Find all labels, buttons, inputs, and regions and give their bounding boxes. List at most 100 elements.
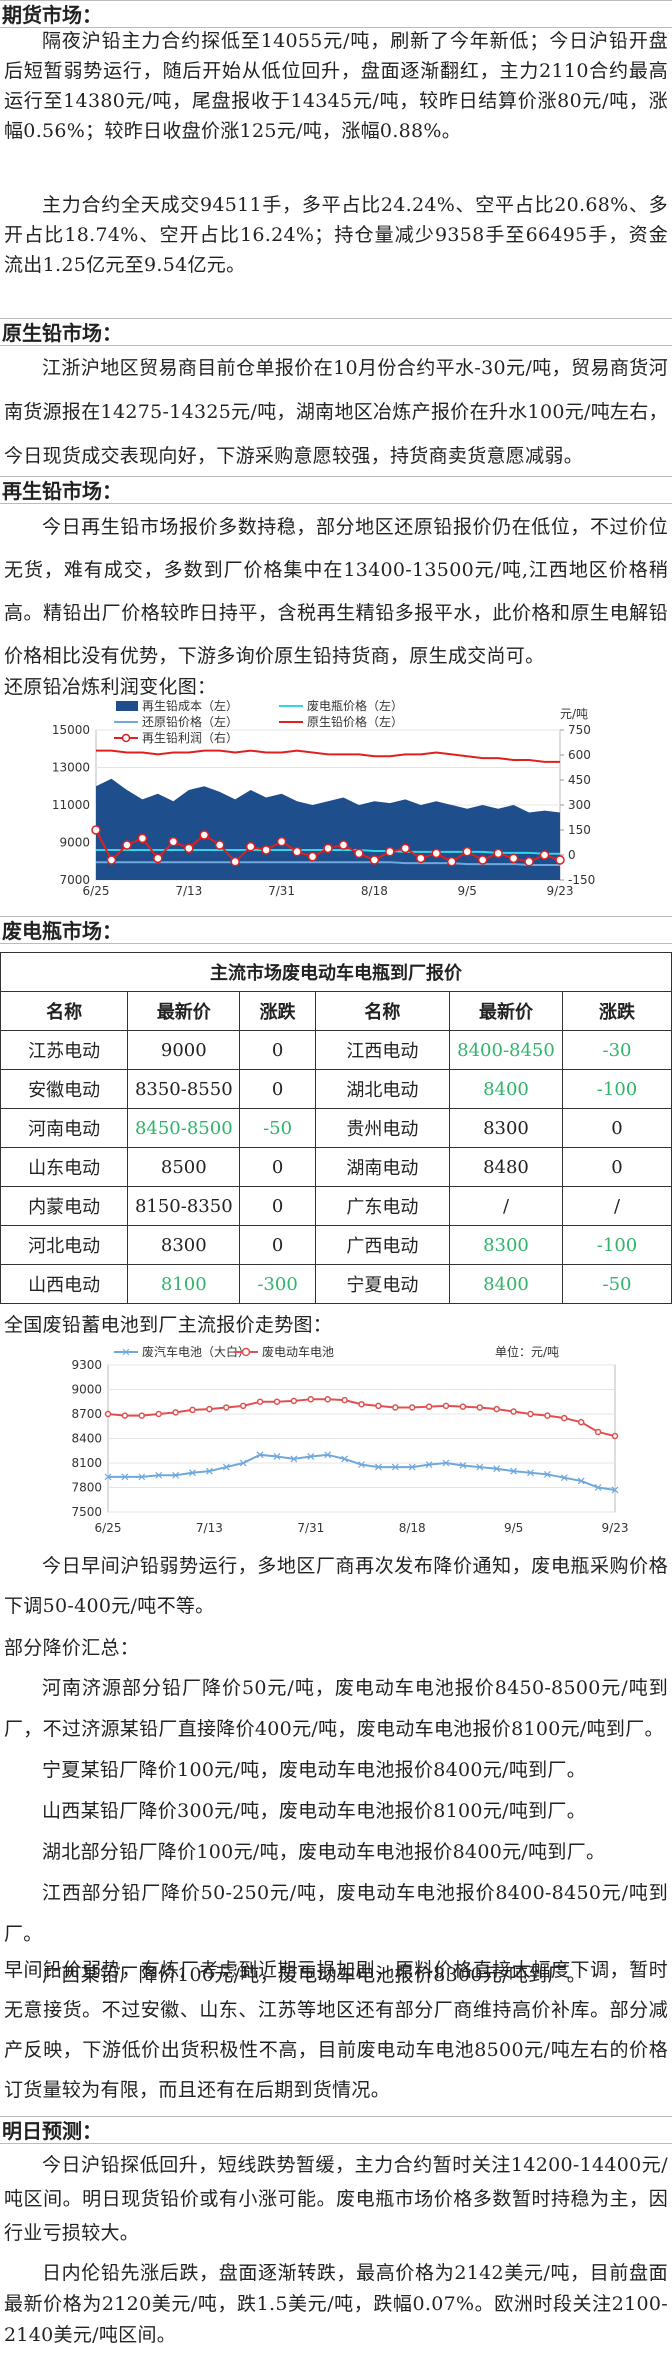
marker — [324, 1451, 332, 1459]
marker — [493, 1405, 500, 1413]
marker — [189, 1469, 196, 1477]
table-cell: 湖北电动 — [314, 1069, 450, 1109]
x-tick-label: 9/5 — [458, 884, 477, 898]
marker — [106, 855, 117, 865]
marker — [493, 848, 503, 859]
marker — [341, 1396, 348, 1404]
paragraph: 今日沪铅探低回升，短线跌势暂缓，主力合约暂时关注14200-14400元/吨区间… — [4, 2154, 668, 2244]
marker — [594, 1428, 602, 1436]
y-tick-label: 8400 — [71, 1432, 102, 1446]
marker — [374, 1463, 382, 1471]
marker — [560, 1474, 568, 1482]
y2-tick-label: 0 — [568, 848, 576, 862]
marker — [256, 1398, 264, 1405]
marker — [354, 848, 364, 859]
marker — [104, 1410, 112, 1418]
table-cell: 江苏电动 — [0, 1030, 129, 1070]
table-row: 河北电动 8300 0 广西电动 8300 -100 — [0, 1225, 672, 1265]
paragraph: 今日再生铅市场报价多数持稳，部分地区还原铅报价仍在低位，不过价位无货，难有成交，… — [4, 516, 668, 667]
list-item: 河南济源部分铅厂降价50元/吨，废电动车电池报价8450-8500元/吨到厂，不… — [4, 1677, 668, 1740]
marker — [121, 1412, 129, 1419]
marker — [555, 855, 565, 865]
list-item: 江西部分铅厂降价50-250元/吨，废电动车电池报价8400-8450元/吨到厂… — [4, 1882, 668, 1945]
y-tick-label: 8100 — [71, 1456, 102, 1470]
marker — [245, 841, 256, 852]
x-tick-label: 7/31 — [268, 884, 295, 898]
table-cell: 8500 — [127, 1147, 241, 1187]
chart-title: 全国废铅蓄电池到厂主流报价走势图： — [4, 1314, 333, 1336]
chart-title: 还原铅冶炼利润变化图： — [4, 676, 217, 698]
table-row: 山东电动 8500 0 湖南电动 8480 0 — [0, 1147, 672, 1187]
table-cell: -50 — [239, 1108, 316, 1148]
y2-tick-label: 600 — [568, 748, 591, 762]
section-heading: 原生铅市场： — [0, 318, 672, 346]
header-row: 名称 最新价 涨跌 名称 最新价 涨跌 — [0, 991, 672, 1031]
marker — [462, 846, 472, 857]
chart: 7500 7800 8100 8400 8700 9000 9300 单位：元/吨 6/25 7/… — [71, 1344, 629, 1535]
marker — [256, 1451, 264, 1459]
x-tick-label: 9/23 — [602, 1521, 629, 1535]
marker — [307, 1396, 315, 1403]
legend-label: 废电瓶价格（左） — [307, 698, 403, 713]
marker — [172, 1409, 179, 1416]
legend-swatch — [116, 701, 138, 711]
y2-tick-label: -150 — [568, 873, 595, 887]
x-tick-label: 8/18 — [361, 884, 388, 898]
marker — [307, 851, 318, 862]
marker — [358, 1400, 365, 1408]
table-cell: 0 — [239, 1069, 316, 1109]
marker — [222, 1463, 230, 1471]
marker — [510, 1467, 518, 1475]
table-cell: -100 — [562, 1069, 672, 1109]
y-tick-label: 13000 — [52, 761, 90, 775]
marker — [121, 1473, 129, 1481]
x-tick-label: 9/23 — [547, 884, 574, 898]
marker — [510, 1408, 517, 1415]
y2-tick-label: 750 — [568, 723, 591, 737]
table-cell: / — [448, 1186, 564, 1226]
table-cell: 山西电动 — [0, 1264, 129, 1304]
marker — [392, 1404, 399, 1411]
table-row: 内蒙电动 8150-8350 0 广东电动 / / — [0, 1186, 672, 1226]
table-cell: 8150-8350 — [127, 1186, 241, 1226]
legend-label: 再生铅利润（右） — [142, 730, 238, 745]
table-cell: 广东电动 — [314, 1186, 450, 1226]
header-cell: 名称 — [314, 991, 450, 1031]
marker — [594, 1484, 602, 1491]
list-item: 湖北部分铅厂降价100元/吨，废电动车电池报价8400元/吨到厂。 — [42, 1841, 606, 1863]
table-cell: 内蒙电动 — [0, 1186, 129, 1226]
marker — [425, 1403, 433, 1410]
table-cell: 江西电动 — [314, 1030, 450, 1070]
table-cell: 山东电动 — [0, 1147, 129, 1187]
y-tick-label: 7500 — [71, 1505, 102, 1519]
header-cell: 涨跌 — [562, 991, 672, 1031]
marker — [446, 856, 457, 867]
marker — [459, 1462, 467, 1469]
marker — [425, 1461, 433, 1469]
marker — [138, 1412, 146, 1419]
marker — [168, 836, 179, 847]
header-cell: 最新价 — [127, 991, 241, 1031]
marker — [290, 1455, 298, 1463]
marker — [223, 1404, 230, 1411]
legend-marker — [241, 1347, 251, 1357]
marker — [508, 853, 519, 864]
marker — [493, 1465, 501, 1473]
table-cell: 河北电动 — [0, 1225, 129, 1265]
legend-marker — [121, 733, 131, 743]
legend-label: 再生铅成本（左） — [142, 698, 238, 713]
table-cell: 8400-8450 — [448, 1030, 564, 1070]
marker — [290, 1397, 298, 1405]
chart: 7000 9000 11000 13000 15000 -150 0 150 300 450 600… — [52, 698, 595, 898]
marker — [527, 1469, 534, 1477]
paragraph: 日内伦铅先涨后跌，盘面逐渐转跌，最高价格为2142美元/吨，目前盘面最新价格为2… — [4, 2262, 668, 2346]
marker — [539, 850, 550, 860]
marker — [341, 1455, 349, 1463]
marker — [369, 855, 380, 865]
marker — [416, 853, 426, 864]
price-table: 主流市场废电动车电瓶到厂报价 名称 最新价 涨跌 名称 最新价 涨跌 江苏电动 9000 0 江西电… — [0, 952, 672, 1304]
paragraph: 主力合约全天成交94511手，多平占比24.24%、空平占比20.68%、多开占… — [4, 194, 668, 276]
y-tick-label: 9000 — [59, 836, 90, 850]
table-cell: 0 — [239, 1186, 316, 1226]
marker — [91, 825, 101, 835]
